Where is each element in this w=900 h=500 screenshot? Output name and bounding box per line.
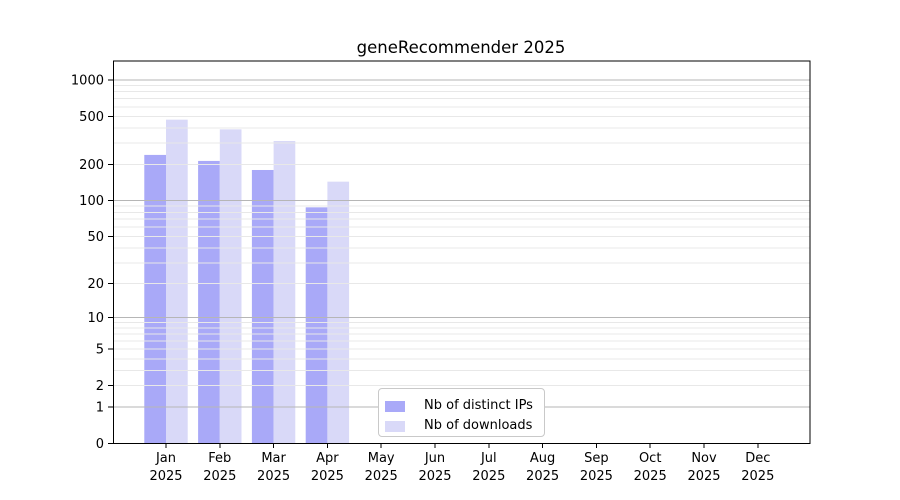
x-tick-label-month: Oct xyxy=(639,451,661,466)
x-tick-label-month: Nov xyxy=(691,451,717,466)
x-tick-label-month: Aug xyxy=(530,451,555,466)
chart-title: geneRecommender 2025 xyxy=(357,38,566,57)
x-tick-label-month: May xyxy=(368,451,395,466)
y-tick-label: 100 xyxy=(79,194,104,209)
x-tick-label-year: 2025 xyxy=(526,469,559,484)
y-tick-label: 0 xyxy=(96,437,104,452)
x-tick-label-year: 2025 xyxy=(580,469,613,484)
bar-downloads-jan xyxy=(166,119,188,444)
x-tick-label-month: Sep xyxy=(584,451,609,466)
x-tick-label-month: Feb xyxy=(208,451,231,466)
x-tick-label-month: Apr xyxy=(316,451,339,466)
axes-layer xyxy=(108,60,811,448)
y-tick-label: 5 xyxy=(96,343,104,358)
y-tick-label: 1000 xyxy=(71,74,104,89)
x-tick-label-year: 2025 xyxy=(472,469,505,484)
legend-item-downloads: Nb of downloads xyxy=(385,416,544,436)
y-tick-label: 2 xyxy=(96,379,104,394)
x-tick-label-year: 2025 xyxy=(311,469,344,484)
bars-layer xyxy=(144,119,350,444)
x-tick-label-month: Mar xyxy=(261,451,286,466)
x-tick-label-year: 2025 xyxy=(687,469,720,484)
x-tick-label-year: 2025 xyxy=(418,469,451,484)
bar-distinct-ips-jan xyxy=(144,154,166,444)
x-tick-label-month: Jul xyxy=(480,451,497,466)
x-tick-label-month: Dec xyxy=(745,451,770,466)
bar-downloads-mar xyxy=(273,140,296,444)
y-tick-label: 20 xyxy=(87,277,104,292)
bar-distinct-ips-feb xyxy=(198,160,220,444)
legend-swatch-distinct-ips xyxy=(385,400,405,412)
axis-labels-layer: 0 1 2 5 10 20 50 100 200 500 1000 Jan 2025 Feb 2025 Mar… xyxy=(71,74,774,485)
legend-label: Nb of distinct IPs xyxy=(424,398,533,413)
x-tick-label-year: 2025 xyxy=(741,469,774,484)
plot-frame xyxy=(113,60,811,444)
x-tick-label-year: 2025 xyxy=(203,469,236,484)
y-tick-label: 1 xyxy=(96,401,104,416)
y-tick-label: 10 xyxy=(87,311,104,326)
y-tick-label: 200 xyxy=(79,158,104,173)
legend-swatch-downloads xyxy=(385,420,405,432)
legend-label: Nb of downloads xyxy=(424,418,533,433)
x-tick-label-year: 2025 xyxy=(149,469,182,484)
x-tick-label-year: 2025 xyxy=(257,469,290,484)
legend: Nb of distinct IPs Nb of downloads xyxy=(378,388,545,437)
x-tick-label-year: 2025 xyxy=(634,469,667,484)
bar-distinct-ips-apr xyxy=(305,207,328,444)
bar-downloads-apr xyxy=(327,181,350,444)
bar-distinct-ips-mar xyxy=(251,169,274,444)
legend-item-distinct-ips: Nb of distinct IPs xyxy=(385,396,544,416)
y-tick-label: 50 xyxy=(87,230,104,245)
x-tick-label-month: Jan xyxy=(155,451,176,466)
bar-downloads-feb xyxy=(219,129,242,444)
x-tick-label-year: 2025 xyxy=(365,469,398,484)
y-tick-label: 500 xyxy=(79,110,104,125)
x-tick-label-month: Jun xyxy=(424,451,445,466)
